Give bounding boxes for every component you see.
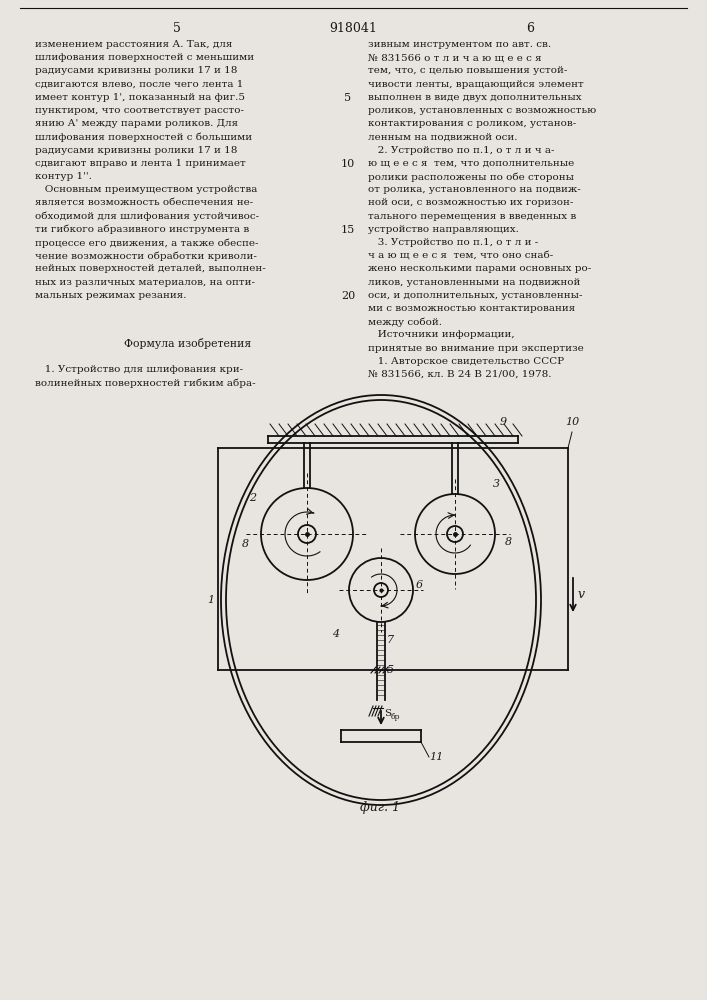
- Text: бр: бр: [391, 713, 400, 721]
- Text: 5: 5: [387, 665, 394, 675]
- Text: Источники информации,: Источники информации,: [368, 330, 515, 339]
- Text: контур 1''.: контур 1''.: [35, 172, 92, 181]
- Text: 6: 6: [526, 22, 534, 35]
- Text: тального перемещения в введенных в: тального перемещения в введенных в: [368, 212, 576, 221]
- Text: сдвигаются влево, после чего лента 1: сдвигаются влево, после чего лента 1: [35, 80, 243, 89]
- Text: 8: 8: [505, 537, 512, 547]
- Text: № 831566 о т л и ч а ю щ е е с я: № 831566 о т л и ч а ю щ е е с я: [368, 53, 542, 62]
- Text: 9: 9: [500, 417, 507, 427]
- Text: имеет контур 1', показанный на фиг.5: имеет контур 1', показанный на фиг.5: [35, 93, 245, 102]
- Text: Формула изобретения: Формула изобретения: [124, 338, 251, 349]
- Text: шлифования поверхностей с меньшими: шлифования поверхностей с меньшими: [35, 53, 254, 62]
- Text: зивным инструментом по авт. св.: зивным инструментом по авт. св.: [368, 40, 551, 49]
- Text: жено несколькими парами основных ро-: жено несколькими парами основных ро-: [368, 264, 591, 273]
- Text: контактирования с роликом, установ-: контактирования с роликом, установ-: [368, 119, 576, 128]
- Text: ч а ю щ е е с я  тем, что оно снаб-: ч а ю щ е е с я тем, что оно снаб-: [368, 251, 554, 260]
- Text: ю щ е е с я  тем, что дополнительные: ю щ е е с я тем, что дополнительные: [368, 159, 574, 168]
- Text: ликов, установленными на подвижной: ликов, установленными на подвижной: [368, 278, 580, 287]
- Text: 20: 20: [341, 291, 355, 301]
- Text: 2. Устройство по п.1, о т л и ч а-: 2. Устройство по п.1, о т л и ч а-: [368, 146, 554, 155]
- Text: 1. Устройство для шлифования кри-: 1. Устройство для шлифования кри-: [35, 365, 243, 374]
- Text: фиг. 1: фиг. 1: [360, 802, 400, 814]
- Text: ти гибкого абразивного инструмента в: ти гибкого абразивного инструмента в: [35, 225, 250, 234]
- Text: принятые во внимание при экспертизе: принятые во внимание при экспертизе: [368, 344, 584, 353]
- Text: 11: 11: [429, 752, 443, 762]
- Text: тем, что, с целью повышения устой-: тем, что, с целью повышения устой-: [368, 66, 568, 75]
- Text: 2: 2: [249, 493, 256, 503]
- Text: радиусами кривизны ролики 17 и 18: радиусами кривизны ролики 17 и 18: [35, 146, 238, 155]
- Text: мальных режимах резания.: мальных режимах резания.: [35, 291, 187, 300]
- Text: радиусами кривизны ролики 17 и 18: радиусами кривизны ролики 17 и 18: [35, 66, 238, 75]
- Text: янию А' между парами роликов. Для: янию А' между парами роликов. Для: [35, 119, 238, 128]
- Text: сдвигают вправо и лента 1 принимает: сдвигают вправо и лента 1 принимает: [35, 159, 246, 168]
- Text: 5: 5: [173, 22, 181, 35]
- Text: ных из различных материалов, на опти-: ных из различных материалов, на опти-: [35, 278, 255, 287]
- Text: волинейных поверхностей гибким абра-: волинейных поверхностей гибким абра-: [35, 378, 256, 387]
- Text: v: v: [578, 588, 585, 601]
- Text: роликов, установленных с возможностью: роликов, установленных с возможностью: [368, 106, 596, 115]
- Text: 6: 6: [416, 580, 423, 590]
- Text: Основным преимуществом устройства: Основным преимуществом устройства: [35, 185, 257, 194]
- Text: является возможность обеспечения не-: является возможность обеспечения не-: [35, 198, 253, 207]
- Text: 5: 5: [344, 93, 351, 103]
- Text: 10: 10: [341, 159, 355, 169]
- Text: ми с возможностью контактирования: ми с возможностью контактирования: [368, 304, 575, 313]
- Text: 15: 15: [341, 225, 355, 235]
- Text: 7: 7: [387, 635, 394, 645]
- Text: 3. Устройство по п.1, о т л и -: 3. Устройство по п.1, о т л и -: [368, 238, 538, 247]
- Text: шлифования поверхностей с большими: шлифования поверхностей с большими: [35, 132, 252, 142]
- Text: процессе его движения, а также обеспе-: процессе его движения, а также обеспе-: [35, 238, 259, 247]
- Text: 3: 3: [493, 479, 500, 489]
- Text: 1: 1: [207, 595, 214, 605]
- Text: от ролика, установленного на подвиж-: от ролика, установленного на подвиж-: [368, 185, 580, 194]
- Text: ной оси, с возможностью их горизон-: ной оси, с возможностью их горизон-: [368, 198, 573, 207]
- Text: обходимой для шлифования устойчивос-: обходимой для шлифования устойчивос-: [35, 212, 259, 221]
- Text: между собой.: между собой.: [368, 317, 442, 327]
- Text: чение возможности обработки криволи-: чение возможности обработки криволи-: [35, 251, 257, 261]
- Text: пунктиром, что соответствует рассто-: пунктиром, что соответствует рассто-: [35, 106, 244, 115]
- Text: 1. Авторское свидетельство СССР: 1. Авторское свидетельство СССР: [368, 357, 564, 366]
- Text: оси, и дополнительных, установленны-: оси, и дополнительных, установленны-: [368, 291, 583, 300]
- Text: устройство направляющих.: устройство направляющих.: [368, 225, 519, 234]
- Text: 4: 4: [332, 629, 339, 639]
- Text: ленным на подвижной оси.: ленным на подвижной оси.: [368, 132, 518, 141]
- Text: № 831566, кл. В 24 В 21/00, 1978.: № 831566, кл. В 24 В 21/00, 1978.: [368, 370, 551, 379]
- Text: 10: 10: [565, 417, 579, 427]
- Text: ролики расположены по обе стороны: ролики расположены по обе стороны: [368, 172, 574, 182]
- Text: нейных поверхностей деталей, выполнен-: нейных поверхностей деталей, выполнен-: [35, 264, 266, 273]
- Text: S: S: [384, 710, 391, 718]
- Text: выполнен в виде двух дополнительных: выполнен в виде двух дополнительных: [368, 93, 582, 102]
- Text: изменением расстояния А. Так, для: изменением расстояния А. Так, для: [35, 40, 233, 49]
- Text: 8: 8: [242, 539, 249, 549]
- Text: 918041: 918041: [329, 22, 377, 35]
- Text: чивости ленты, вращающийся элемент: чивости ленты, вращающийся элемент: [368, 80, 584, 89]
